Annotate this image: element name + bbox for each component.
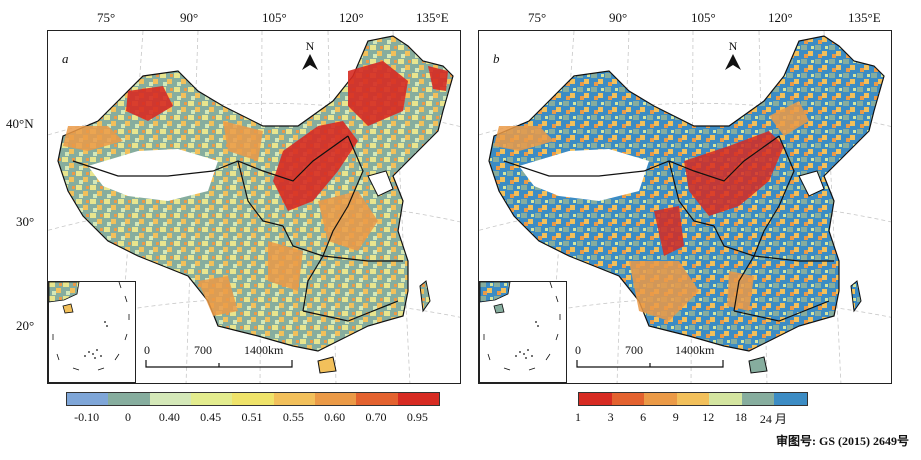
scale-bar-graphic — [576, 360, 724, 368]
legend-label: 24 月 — [759, 412, 787, 426]
scale-bar-graphic — [145, 360, 293, 368]
lat-tick-40: 40°N — [6, 116, 34, 131]
north-label: N — [728, 39, 738, 53]
lon-tick-b-90: 90° — [609, 10, 628, 25]
south-china-sea-inset-b — [479, 281, 567, 383]
lon-tick-a-120: 120° — [339, 10, 364, 25]
legend-label: 18 — [734, 410, 747, 424]
legend-label: 6 — [640, 410, 647, 424]
panel-label-b: b — [493, 51, 500, 66]
legend-label: 1 — [575, 410, 581, 424]
map-canvas-a — [48, 31, 460, 383]
north-label: N — [305, 39, 315, 53]
legend-swatch — [741, 393, 775, 405]
lon-tick-a-105: 105° — [262, 10, 287, 25]
legend-label: 0.51 — [241, 410, 263, 424]
lat-tick-20: 20° — [16, 318, 35, 333]
legend-swatch — [149, 393, 191, 405]
scale-label-700: 700 — [625, 343, 643, 357]
north-arrow-icon — [725, 54, 741, 70]
legend-b-colorbar — [578, 392, 808, 406]
legend-label: 9 — [672, 410, 679, 424]
legend-swatch — [314, 393, 357, 405]
legend-label: 0.95 — [406, 410, 428, 424]
legend-swatch — [190, 393, 233, 405]
lon-tick-b-105: 105° — [691, 10, 716, 25]
map-canvas-b — [479, 31, 891, 383]
scale-label-1400: 1400km — [675, 343, 715, 357]
legend-label: 0.40 — [158, 410, 180, 424]
legend-label: 0 — [125, 410, 131, 424]
legend-swatch — [676, 393, 710, 405]
legend-swatch — [232, 393, 274, 405]
scale-label-1400: 1400km — [244, 343, 284, 357]
legend-swatch — [273, 393, 315, 405]
no-data-area-b — [519, 149, 649, 201]
lon-tick-b-120: 120° — [768, 10, 793, 25]
south-china-sea-inset-a — [48, 281, 136, 383]
legend-swatch — [611, 393, 645, 405]
inset-map-a — [48, 281, 130, 371]
legend-swatch — [644, 393, 677, 405]
legend-swatch — [356, 393, 398, 405]
lon-tick-b-75: 75° — [528, 10, 547, 25]
inset-map-b — [479, 281, 561, 371]
legend-label: 0.55 — [282, 410, 304, 424]
legend-label: 12 — [702, 410, 715, 424]
map-panel-a: a N 0 700 1400km — [47, 30, 461, 384]
lat-tick-30: 30° — [16, 214, 35, 229]
map-panel-b: b N 0 700 1400km — [478, 30, 892, 384]
scale-bar-b: 0 700 1400km — [575, 343, 725, 371]
map-approval-number: 审图号: GS (2015) 2649号 — [776, 434, 909, 448]
legend-swatch — [108, 393, 150, 405]
legend-label: 0.70 — [365, 410, 387, 424]
no-data-area-a — [88, 149, 218, 201]
panel-label-a: a — [62, 51, 69, 66]
legend-swatch — [579, 393, 612, 405]
legend-a-colorbar — [66, 392, 440, 406]
legend-swatch — [774, 393, 808, 405]
lon-tick-a-75: 75° — [97, 10, 116, 25]
legend-swatch — [67, 393, 109, 405]
legend-label: -0.10 — [74, 410, 100, 424]
legend-label: 0.60 — [324, 410, 346, 424]
north-arrow-a: N — [300, 39, 320, 74]
legend-label: 3 — [607, 410, 614, 424]
lon-tick-a-90: 90° — [180, 10, 199, 25]
scale-bar-a: 0 700 1400km — [144, 343, 294, 371]
legend-swatch — [709, 393, 742, 405]
lon-tick-a-135: 135°E — [416, 10, 449, 25]
north-arrow-b: N — [723, 39, 743, 74]
legend-swatch — [397, 393, 439, 405]
lon-tick-b-135: 135°E — [848, 10, 881, 25]
legend-label: 0.45 — [200, 410, 222, 424]
north-arrow-icon — [302, 54, 318, 70]
scale-label-0: 0 — [575, 343, 581, 357]
scale-label-0: 0 — [144, 343, 150, 357]
scale-label-700: 700 — [194, 343, 212, 357]
